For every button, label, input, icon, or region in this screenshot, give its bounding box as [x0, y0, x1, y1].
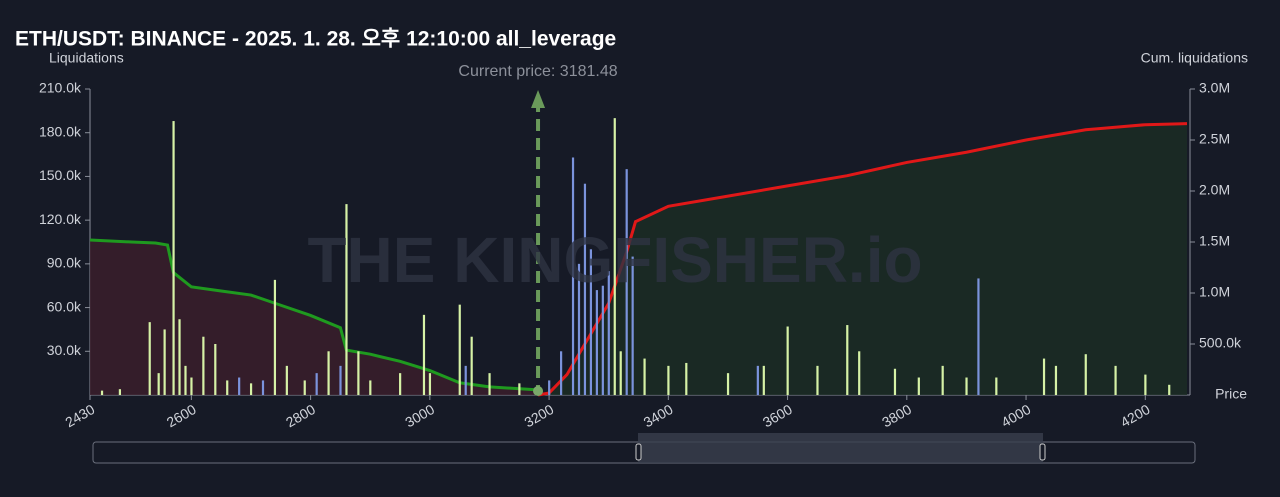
liquidation-bar [172, 121, 175, 396]
y-tick-label: 180.0k [39, 123, 82, 139]
plot-area: 30.0k 60.0k 90.0k 120.0k 150.0k 180.0k 210.0k 5… [39, 63, 1242, 430]
liquidation-bar [756, 365, 759, 395]
liquidation-bar [1084, 354, 1087, 395]
y2-tick-label: 3.0M [1199, 80, 1230, 96]
liquidation-bar [357, 351, 360, 395]
liquidation-bar [685, 362, 688, 395]
liquidation-bar [285, 365, 288, 395]
current-price-arrow [531, 90, 546, 108]
liquidation-bar [100, 390, 104, 395]
liquidation-bar [613, 118, 616, 396]
y2-axis-label: Cum. liquidations [1141, 50, 1248, 66]
liquidation-bar [619, 351, 622, 395]
y2-tick-label: 500.0k [1199, 335, 1242, 351]
liquidation-bar [518, 383, 521, 395]
liquidation-bar [428, 373, 432, 395]
liquidation-bar [560, 351, 563, 395]
y-tick-label: 210.0k [39, 80, 82, 96]
liquidation-bar [726, 373, 730, 395]
liquidation-bar [464, 365, 467, 395]
liquidation-bar [965, 377, 968, 395]
liquidation-bar [118, 389, 122, 395]
liquidation-bar [345, 204, 348, 395]
liquidation-bar [202, 336, 205, 395]
y2-tick-label: 1.0M [1199, 284, 1230, 300]
cumulative-line [89, 238, 539, 392]
cumulative-area [538, 123, 1188, 396]
liquidation-bar [601, 285, 604, 395]
slider-handle-right[interactable] [1039, 443, 1046, 461]
y-tick-label: 120.0k [39, 211, 82, 227]
liquidation-bar [157, 373, 160, 395]
liquidation-bar [1168, 384, 1171, 395]
liquidation-bar [631, 256, 634, 395]
liquidation-bar [327, 351, 330, 395]
liquidation-bar [422, 314, 426, 395]
liquidation-bar [488, 373, 491, 395]
liquidation-bar [399, 373, 402, 395]
liquidation-bar [548, 380, 551, 395]
liquidation-bar [643, 358, 646, 395]
liquidation-bar [163, 329, 166, 395]
current-price-label: Current price: 3181.48 [458, 63, 617, 80]
y2-tick-label: 2.5M [1199, 131, 1230, 147]
liquidation-bar [261, 380, 265, 395]
y2-tick-label: 2.0M [1199, 182, 1230, 198]
liquidation-bar [786, 326, 789, 395]
liquidation-bar [369, 380, 372, 395]
liquidation-bar [214, 344, 217, 395]
liquidation-bar [595, 290, 598, 395]
y2-tick-label: 1.5M [1199, 233, 1230, 249]
liquidation-bar [303, 380, 306, 395]
slider-handle-left[interactable] [635, 443, 642, 461]
y-tick-label: 90.0k [47, 255, 82, 271]
liquidation-bar [995, 377, 998, 395]
liquidation-bar [458, 304, 461, 395]
liquidation-bar [226, 380, 229, 395]
liquidation-bar [762, 365, 765, 395]
liquidation-bar [1042, 358, 1046, 395]
liquidation-bar [977, 278, 980, 395]
liquidation-bar [148, 322, 151, 395]
liquidation-bar [1054, 365, 1058, 395]
liquidation-bar [190, 377, 193, 395]
liquidation-bar [249, 383, 253, 395]
liquidation-bar [589, 249, 593, 395]
y-axis-label: Liquidations [49, 50, 124, 66]
liquidation-bar [846, 325, 849, 395]
liquidation-bar [238, 377, 241, 395]
current-price-marker [533, 386, 544, 396]
liquidation-bar [667, 365, 670, 395]
liquidation-bar [607, 271, 610, 395]
y-tick-label: 60.0k [47, 298, 82, 314]
liquidation-bar [1114, 365, 1117, 395]
y-tick-label: 30.0k [47, 342, 82, 358]
liquidation-bar [178, 319, 181, 395]
liquidation-bar [625, 169, 628, 395]
watermark: THE KINGFISHER.io [307, 224, 922, 296]
liquidation-bar [941, 365, 944, 395]
liquidation-bar [273, 279, 277, 395]
liquidation-bar [577, 263, 581, 395]
chart-title: ETH/USDT: BINANCE - 2025. 1. 28. 오후 12:1… [15, 27, 616, 51]
liquidation-bar [184, 365, 187, 395]
liquidation-bar [858, 351, 861, 395]
liquidation-bar [470, 336, 473, 395]
slider-window[interactable] [638, 433, 1043, 463]
x-axis-label: Price [1215, 386, 1247, 402]
liquidation-bar [893, 368, 897, 395]
liquidation-bar [917, 377, 920, 395]
liquidation-bar [315, 373, 318, 395]
liquidation-bar [583, 183, 587, 395]
liquidation-bar [816, 365, 819, 395]
y-tick-label: 150.0k [39, 167, 82, 183]
liquidation-bar [339, 365, 342, 395]
liquidation-bar [1144, 374, 1147, 395]
liquidation-bar [571, 157, 575, 395]
